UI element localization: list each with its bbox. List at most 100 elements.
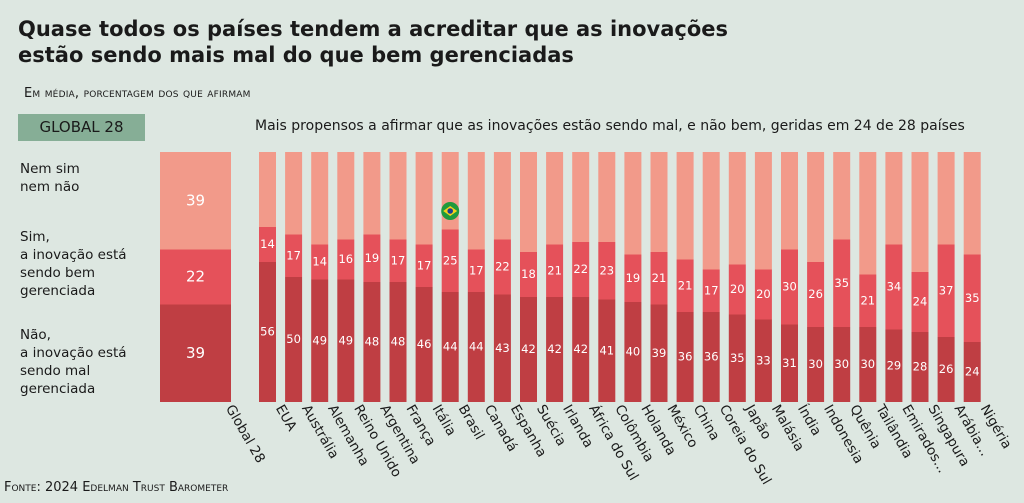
bar-22-badly-value-label: 30	[808, 357, 823, 371]
bar-3-badly-segment	[311, 279, 329, 402]
bar-10-well-segment	[493, 239, 511, 295]
bar-18-well-segment	[702, 269, 720, 312]
bar-5-neither-segment	[363, 152, 381, 235]
bar-21-well-value-label: 30	[782, 280, 797, 294]
bar-16-badly-value-label: 39	[652, 346, 667, 360]
bar-6-badly-value-label: 48	[391, 335, 406, 349]
bar-19-badly-segment	[728, 314, 746, 402]
bar-21-badly-segment	[781, 324, 798, 402]
bar-27-badly-value-label: 26	[939, 362, 954, 376]
bar-11-well-value-label: 18	[521, 267, 536, 281]
bar-13-badly-value-label: 42	[573, 342, 588, 356]
bar-28-well-value-label: 35	[965, 291, 980, 305]
bar-0-well-segment	[160, 249, 231, 305]
bar-10-badly-segment	[493, 294, 511, 402]
bar-20-well-segment	[754, 269, 772, 320]
bar-20-badly-segment	[754, 319, 772, 402]
bar-14-badly-segment	[598, 299, 616, 402]
bar-19-well-value-label: 20	[730, 282, 745, 296]
bar-4-well-value-label: 16	[338, 252, 353, 266]
bar-25-badly-segment	[885, 329, 903, 402]
bar-27-well-value-label: 37	[939, 283, 954, 297]
bar-17-neither-segment	[676, 152, 694, 260]
bar-4-badly-value-label: 49	[338, 333, 353, 347]
bar-26-neither-segment	[911, 152, 929, 272]
bar-14-well-segment	[598, 242, 616, 300]
bar-19-well-segment	[728, 264, 746, 315]
bar-7-badly-value-label: 46	[417, 337, 432, 351]
bar-25-neither-segment	[885, 152, 903, 245]
chart-subtitle: Em média, porcentagem dos que afirmam	[24, 86, 251, 101]
bar-1-well-segment	[259, 227, 276, 262]
bar-23-neither-segment	[833, 152, 851, 240]
bar-3-neither-segment	[311, 152, 329, 245]
bar-24-well-value-label: 21	[860, 293, 875, 307]
bar-5-well-value-label: 19	[365, 251, 380, 265]
bar-2-badly-segment	[285, 277, 303, 402]
bar-6-well-segment	[389, 239, 407, 282]
bar-15-well-segment	[624, 254, 642, 302]
bar-28-badly-segment	[963, 342, 981, 402]
bar-18-badly-value-label: 36	[704, 350, 719, 364]
bar-14-neither-segment	[598, 152, 616, 242]
bar-16-well-value-label: 21	[652, 271, 667, 285]
bar-21-well-segment	[781, 249, 798, 325]
bar-11-well-segment	[520, 252, 537, 297]
bar-28-well-segment	[963, 254, 981, 342]
bar-9-badly-value-label: 44	[469, 340, 484, 354]
bar-9-badly-segment	[467, 292, 485, 402]
bar-25-well-segment	[885, 244, 903, 330]
chart-title: Quase todos os países tendem a acreditar…	[18, 17, 729, 67]
bar-16-badly-segment	[650, 304, 668, 402]
bar-1-badly-segment	[259, 262, 276, 402]
bar-8-badly-segment	[441, 292, 459, 402]
bar-8-badly-value-label: 44	[443, 340, 458, 354]
bar-22-badly-segment	[807, 327, 825, 402]
bar-22-neither-segment	[807, 152, 825, 262]
legend-label-well-managed: Sim, a inovação está sendo bem gerenciad…	[20, 229, 127, 299]
bar-4-neither-segment	[337, 152, 355, 240]
bar-12-well-value-label: 21	[547, 263, 562, 277]
bar-10-neither-segment	[493, 152, 511, 240]
bar-7-badly-segment	[415, 287, 433, 402]
chart-note: Mais propensos a afirmar que as inovaçõe…	[255, 118, 965, 134]
bar-2-badly-value-label: 50	[286, 332, 301, 346]
bar-8-well-value-label: 25	[443, 253, 458, 267]
bar-11-neither-segment	[520, 152, 537, 252]
bar-4-well-segment	[337, 239, 355, 280]
bar-21-neither-segment	[781, 152, 798, 250]
bar-20-neither-segment	[754, 152, 772, 270]
bar-16-well-segment	[650, 252, 668, 305]
bar-23-well-segment	[833, 239, 851, 327]
bar-10-well-value-label: 22	[495, 260, 510, 274]
bar-25-badly-value-label: 29	[887, 358, 902, 372]
global-28-badge: GLOBAL 28	[18, 114, 145, 141]
bar-12-badly-value-label: 42	[547, 342, 562, 356]
bar-4-badly-segment	[337, 279, 355, 402]
bar-20-well-value-label: 20	[756, 287, 771, 301]
bar-24-well-segment	[859, 274, 877, 327]
source-note: Fonte: 2024 Edelman Trust Barometer	[4, 480, 229, 495]
bar-11-badly-value-label: 42	[521, 342, 536, 356]
bar-10-badly-value-label: 43	[495, 341, 510, 355]
bar-28-neither-segment	[963, 152, 981, 255]
bar-26-well-segment	[911, 272, 929, 332]
bar-18-badly-segment	[702, 312, 720, 402]
bar-7-well-value-label: 17	[417, 258, 432, 272]
bar-12-badly-segment	[546, 297, 564, 402]
bar-7-neither-segment	[415, 152, 433, 245]
category-label-1: EUA	[272, 402, 300, 435]
bar-15-well-value-label: 19	[626, 271, 641, 285]
bar-26-badly-value-label: 28	[913, 360, 928, 374]
bar-24-badly-segment	[859, 327, 877, 402]
category-label-0: Global 28	[222, 402, 268, 466]
bar-17-well-segment	[676, 259, 694, 312]
bar-23-badly-value-label: 30	[834, 357, 849, 371]
bar-20-badly-value-label: 33	[756, 353, 771, 367]
bar-22-well-value-label: 26	[808, 287, 823, 301]
bar-23-badly-segment	[833, 327, 851, 402]
brazil-flag-icon	[441, 202, 460, 220]
bar-27-badly-segment	[937, 337, 955, 402]
bar-9-neither-segment	[467, 152, 485, 250]
bar-0-neither-value-label: 39	[186, 191, 205, 209]
